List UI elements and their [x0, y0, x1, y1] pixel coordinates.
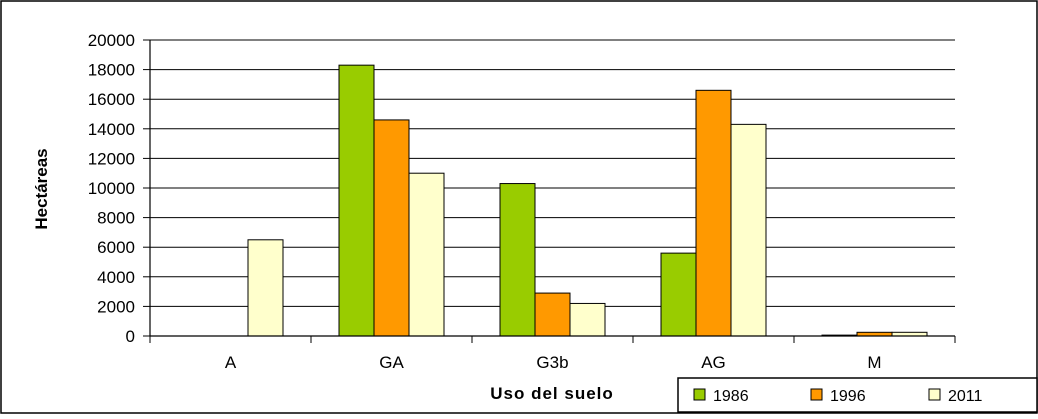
- y-tick-label: 4000: [97, 268, 135, 287]
- bar-1996-AG: [695, 89, 732, 337]
- legend-label-1986: 1986: [713, 388, 749, 405]
- legend-swatch-1996: [810, 388, 823, 401]
- bar-2011-G3b: [569, 302, 606, 337]
- x-axis-title: Uso del suelo: [490, 384, 614, 403]
- y-tick-label: 16000: [88, 90, 135, 109]
- y-tick-label: 2000: [97, 297, 135, 316]
- legend-box: [677, 377, 1038, 413]
- x-tick-label: A: [225, 353, 237, 372]
- bar-1996-GA: [373, 119, 410, 337]
- bar-1996-G3b: [534, 292, 571, 337]
- y-tick-label: 8000: [97, 209, 135, 228]
- axes: [149, 40, 956, 343]
- y-axis-title: Hectáreas: [32, 148, 51, 229]
- x-tick-label: GA: [379, 353, 404, 372]
- y-tick-label: 12000: [88, 149, 135, 168]
- y-tick-label: 10000: [88, 179, 135, 198]
- bar-1986-AG: [660, 252, 697, 337]
- bar-2011-AG: [730, 123, 767, 337]
- gridlines: [143, 39, 955, 337]
- bar-1986-G3b: [499, 183, 536, 337]
- y-tick-label: 6000: [97, 238, 135, 257]
- x-tick-label: AG: [701, 353, 726, 372]
- x-tick-label: G3b: [536, 353, 568, 372]
- x-tick-labels: A GA G3b AG M: [225, 353, 882, 372]
- legend-label-2011: 2011: [948, 388, 983, 405]
- y-tick-label: 0: [126, 327, 135, 346]
- legend-label-1996: 1996: [830, 388, 866, 405]
- bar-2011-GA: [408, 172, 445, 337]
- y-tick-label: 18000: [88, 61, 135, 80]
- y-tick-label: 14000: [88, 120, 135, 139]
- legend-swatch-1986: [693, 388, 706, 401]
- y-tick-labels: 0 2000 4000 6000 8000 10000 12000 14000 16000 180…: [88, 31, 135, 346]
- y-tick-label: 20000: [88, 31, 135, 50]
- x-tick-label: M: [867, 353, 881, 372]
- bar-1986-GA: [338, 64, 375, 337]
- legend: 1986 1996 2011: [677, 377, 1038, 413]
- bars: [247, 64, 928, 337]
- bar-2011-A: [247, 239, 284, 337]
- legend-swatch-2011: [928, 388, 941, 401]
